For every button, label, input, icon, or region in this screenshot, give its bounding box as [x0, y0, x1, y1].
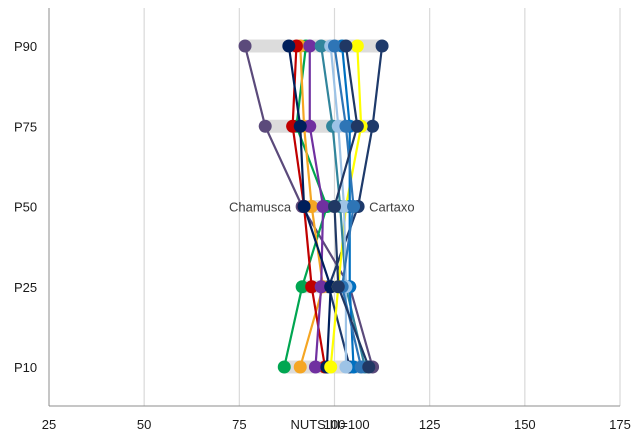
series-2-point-p90 [375, 39, 389, 53]
y-tick-label-p50: P50 [14, 200, 37, 215]
series-13-point-p10 [362, 360, 376, 374]
series-7-point-p90 [282, 39, 296, 53]
axes [48, 8, 620, 407]
series-12-point-p90 [328, 39, 341, 53]
series-13-point-p75 [350, 119, 364, 133]
series-6-point-p90 [303, 39, 317, 53]
series-12-point-p50 [347, 200, 361, 213]
series-7-point-p75 [293, 119, 307, 133]
x-tick-label-150: 150 [514, 417, 536, 432]
x-tick-label-50: 50 [137, 417, 151, 432]
annotation-cartaxo: Cartaxo [369, 200, 415, 215]
series-3-point-p10 [277, 360, 291, 374]
x-tick-label-75: 75 [232, 417, 246, 432]
series-11-point-p10 [339, 360, 353, 374]
series-13-point-p25 [331, 280, 345, 294]
series-2-point-p75 [366, 119, 380, 133]
x-tick-label-25: 25 [42, 417, 56, 432]
series-7-point-p50 [297, 200, 311, 213]
y-tick-label-p25: P25 [14, 280, 37, 295]
series-1-point-p90 [238, 39, 252, 53]
series-3-point-p25 [295, 280, 309, 294]
x-axis-title: NUTS III=100 [290, 417, 369, 432]
series-6-point-p75 [303, 119, 317, 133]
series-13-point-p50 [328, 200, 341, 213]
series-6-point-p25 [314, 280, 328, 294]
x-tick-label-175: 175 [609, 417, 631, 432]
y-tick-label-p75: P75 [14, 119, 37, 134]
series-6-point-p50 [316, 200, 330, 213]
x-tick-label-100: 100 [324, 417, 346, 432]
y-tick-label-p90: P90 [14, 39, 37, 54]
series-1-point-p75 [258, 119, 272, 133]
labels: NUTS III=100 25 50 75 100 125 150 175 P90 P75 P50… [14, 39, 631, 432]
series-11-point-p50 [337, 200, 351, 213]
series-8-point-p90 [350, 39, 364, 53]
series-13-point-p90 [339, 39, 353, 53]
series-8-point-p10 [324, 360, 338, 374]
y-tick-label-p10: P10 [14, 360, 37, 375]
series-12-point-p75 [339, 119, 353, 133]
x-tick-label-125: 125 [419, 417, 441, 432]
annotation-chamusca: Chamusca [229, 200, 292, 215]
series-points [238, 39, 389, 374]
series-6-point-p10 [308, 360, 322, 374]
series-5-point-p25 [305, 280, 319, 294]
series-4-point-p10 [293, 360, 307, 374]
series-9-point-p90 [314, 39, 328, 53]
